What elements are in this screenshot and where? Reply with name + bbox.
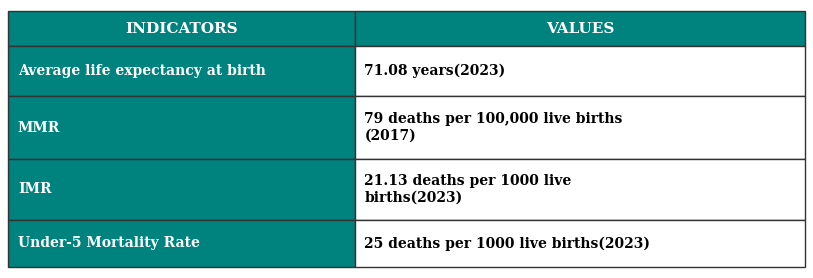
Text: 71.08 years(2023): 71.08 years(2023) — [364, 64, 506, 78]
Bar — [354, 220, 805, 267]
Text: Average life expectancy at birth: Average life expectancy at birth — [18, 64, 266, 78]
Bar — [354, 96, 805, 159]
Bar — [8, 11, 354, 46]
Text: INDICATORS: INDICATORS — [125, 22, 237, 36]
Bar — [8, 96, 354, 159]
Bar — [8, 159, 354, 220]
Bar — [354, 159, 805, 220]
Bar — [354, 46, 805, 96]
Text: IMR: IMR — [18, 182, 51, 197]
Text: Under-5 Mortality Rate: Under-5 Mortality Rate — [18, 236, 200, 250]
Text: VALUES: VALUES — [546, 22, 614, 36]
Bar — [8, 220, 354, 267]
Text: 21.13 deaths per 1000 live
births(2023): 21.13 deaths per 1000 live births(2023) — [364, 174, 572, 205]
Text: 25 deaths per 1000 live births(2023): 25 deaths per 1000 live births(2023) — [364, 236, 650, 250]
Bar — [8, 46, 354, 96]
Bar — [354, 11, 805, 46]
Text: 79 deaths per 100,000 live births
(2017): 79 deaths per 100,000 live births (2017) — [364, 113, 623, 143]
Text: MMR: MMR — [18, 121, 60, 135]
